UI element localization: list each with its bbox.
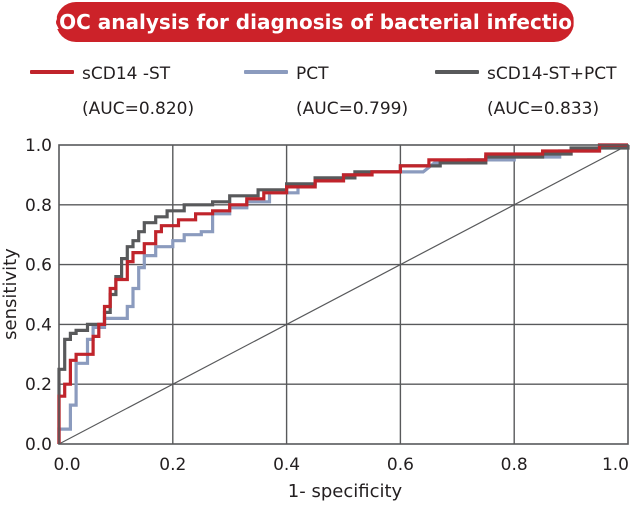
x-tick-label: 1.0 — [602, 455, 629, 475]
roc-curve-pct — [57, 143, 628, 444]
legend-label-pct: PCT — [296, 64, 329, 84]
y-tick-label: 0.8 — [25, 196, 52, 216]
y-tick-label: 1.0 — [25, 136, 52, 156]
y-tick-label: 0.2 — [25, 375, 52, 395]
legend-swatch-scd14st — [30, 70, 74, 74]
legend-auc-combined: (AUC=0.833) — [487, 99, 600, 119]
legend-swatch-pct — [244, 70, 288, 74]
y-axis-label: sensitivity — [0, 248, 21, 340]
legend-item-pct: PCT (AUC=0.799) — [244, 64, 408, 120]
y-tick-labels: 0.0 0.2 0.4 0.6 0.8 1.0 — [25, 136, 52, 455]
legend-item-combined: sCD14-ST+PCT (AUC=0.833) — [435, 64, 617, 120]
y-tick-label: 0.4 — [25, 315, 52, 335]
y-tick-label: 0.0 — [25, 435, 52, 455]
legend-label-combined: sCD14-ST+PCT — [487, 64, 617, 84]
x-tick-label: 0.0 — [53, 455, 80, 475]
roc-curves — [57, 143, 630, 444]
x-tick-label: 0.6 — [387, 455, 414, 475]
x-tick-labels: 0.0 0.2 0.4 0.6 0.8 1.0 — [53, 455, 629, 475]
grid-lines — [59, 145, 628, 444]
reference-diagonal — [58, 144, 629, 445]
legend-item-scd14st: sCD14 -ST (AUC=0.820) — [30, 64, 194, 120]
x-tick-label: 0.4 — [273, 455, 300, 475]
legend-auc-scd14st: (AUC=0.820) — [82, 99, 195, 119]
legend-label-scd14st: sCD14 -ST — [82, 64, 171, 84]
x-tick-label: 0.2 — [159, 455, 186, 475]
legend-swatch-combined — [435, 70, 479, 74]
roc-curve-scd14-st-pct — [57, 145, 630, 444]
plot-frame — [58, 144, 629, 445]
chart-title: ROC analysis for diagnosis of bacterial … — [44, 2, 586, 42]
x-axis-label: 1- specificity — [288, 481, 403, 502]
legend-auc-pct: (AUC=0.799) — [296, 99, 409, 119]
roc-curve-scd14-st — [57, 143, 628, 444]
x-tick-label: 0.8 — [501, 455, 528, 475]
y-tick-label: 0.6 — [25, 256, 52, 276]
